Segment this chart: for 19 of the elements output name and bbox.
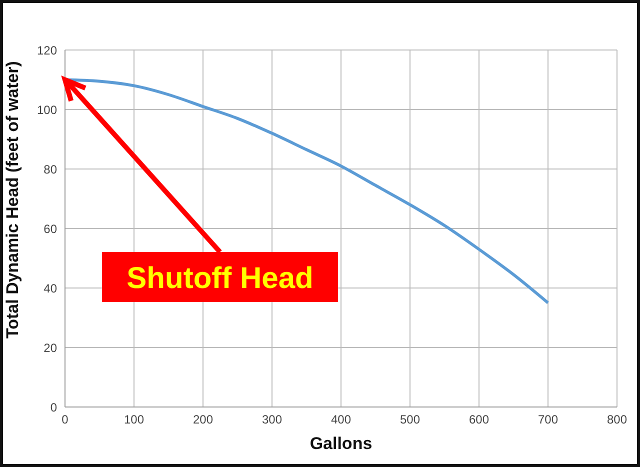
x-tick-label: 100	[124, 412, 144, 427]
y-axis-title: Total Dynamic Head (feet of water)	[3, 61, 22, 338]
x-tick-label: 400	[330, 412, 352, 427]
annotation: Shutoff Head	[126, 262, 314, 295]
x-tick-label: 700	[538, 412, 558, 427]
y-tick-label: 60	[44, 222, 58, 236]
x-tick-label: 800	[606, 412, 628, 427]
y-tick-label: 20	[44, 340, 58, 355]
x-tick-label: 500	[400, 412, 420, 427]
y-tick-label: 120	[36, 43, 58, 58]
x-tick-label: 0	[62, 412, 69, 427]
x-tick-label: 300	[262, 412, 282, 427]
y-tick-label: 100	[36, 102, 58, 117]
y-tick-label: 80	[44, 162, 58, 176]
y-tick-label: 0	[50, 400, 58, 414]
y-tick-label: 40	[44, 281, 58, 296]
x-tick-label: 600	[468, 412, 490, 427]
x-axis-title: Gallons	[310, 434, 372, 453]
x-tick-label: 200	[192, 412, 214, 427]
